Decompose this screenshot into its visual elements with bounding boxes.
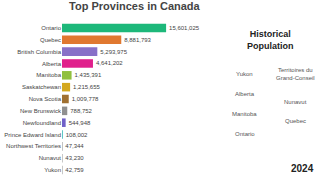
- svg-text:Ontario: Ontario: [235, 131, 255, 137]
- svg-text:New Brunswick: New Brunswick: [20, 108, 62, 114]
- svg-text:Manitoba: Manitoba: [36, 72, 61, 78]
- svg-text:Newfoundland: Newfoundland: [23, 120, 61, 126]
- svg-text:Prince Edward Island: Prince Edward Island: [4, 132, 61, 138]
- svg-text:Territoires duGrand-Conseil: Territoires duGrand-Conseil: [276, 67, 315, 81]
- svg-text:Northwest Territories: Northwest Territories: [6, 143, 61, 149]
- svg-text:Nunavut: Nunavut: [39, 155, 62, 161]
- svg-text:Yukon: Yukon: [236, 71, 253, 77]
- svg-text:Quebec: Quebec: [40, 37, 61, 43]
- svg-text:4,641,202: 4,641,202: [96, 60, 123, 66]
- svg-text:1,009,778: 1,009,778: [72, 96, 99, 102]
- svg-text:British Columbia: British Columbia: [17, 49, 61, 55]
- svg-text:1,215,655: 1,215,655: [73, 84, 100, 90]
- svg-text:Top Provinces in Canada: Top Provinces in Canada: [69, 0, 200, 12]
- svg-text:Quebec: Quebec: [285, 118, 306, 124]
- svg-text:15,601,025: 15,601,025: [169, 25, 200, 31]
- svg-text:Alberta: Alberta: [42, 61, 62, 67]
- svg-text:HistoricalPopulation: HistoricalPopulation: [247, 29, 294, 51]
- svg-text:43,230: 43,230: [65, 155, 84, 161]
- svg-text:Nunavut: Nunavut: [284, 99, 307, 105]
- svg-text:Nova Scotia: Nova Scotia: [29, 96, 62, 102]
- svg-text:Alberta: Alberta: [235, 91, 255, 97]
- svg-text:8,881,793: 8,881,793: [124, 37, 151, 43]
- svg-text:5,293,975: 5,293,975: [100, 49, 127, 55]
- svg-text:47,344: 47,344: [65, 143, 84, 149]
- svg-text:108,002: 108,002: [66, 132, 88, 138]
- svg-text:42,759: 42,759: [65, 167, 84, 173]
- svg-text:788,752: 788,752: [70, 108, 92, 114]
- svg-text:544,948: 544,948: [69, 120, 91, 126]
- svg-text:Manitoba: Manitoba: [232, 111, 257, 117]
- svg-text:2024: 2024: [291, 163, 314, 174]
- svg-text:Ontario: Ontario: [41, 25, 61, 31]
- svg-text:1,435,391: 1,435,391: [75, 72, 102, 78]
- svg-text:Yukon: Yukon: [44, 167, 61, 173]
- svg-text:Saskatchewan: Saskatchewan: [22, 84, 61, 90]
